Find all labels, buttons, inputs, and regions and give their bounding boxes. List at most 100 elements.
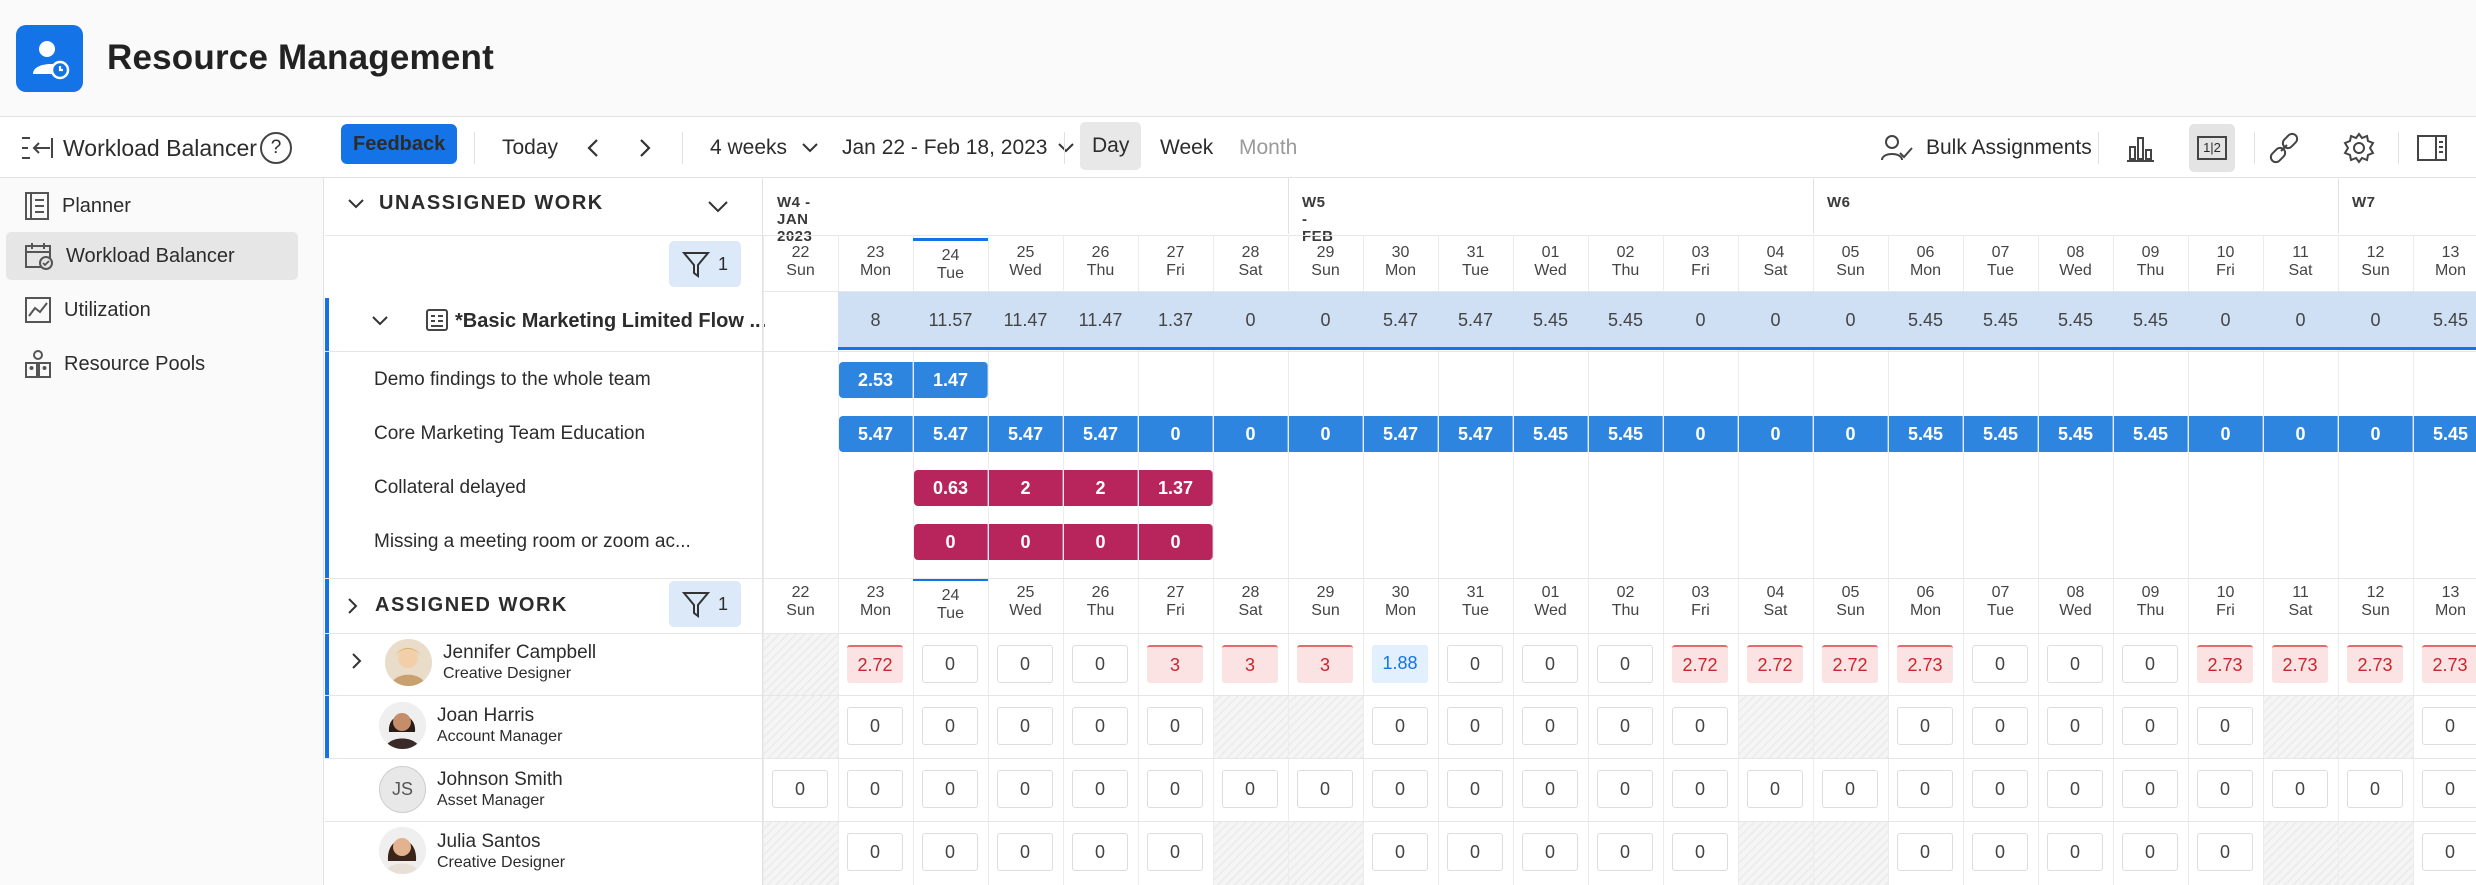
allocation-cell[interactable]: 0 <box>1372 770 1428 808</box>
allocation-cell[interactable]: 0 <box>2047 707 2103 745</box>
allocation-cell[interactable]: 0 <box>1447 770 1503 808</box>
allocation-cell[interactable]: 0 <box>1972 707 2028 745</box>
project-expand-toggle[interactable] <box>371 315 389 327</box>
task-bar-cell[interactable]: 5.45 <box>2114 416 2188 452</box>
person-name[interactable]: Johnson Smith <box>437 769 563 790</box>
task-name[interactable]: Demo findings to the whole team <box>374 369 651 390</box>
settings-button[interactable] <box>2342 118 2376 178</box>
allocation-cell[interactable]: 0 <box>1222 770 1278 808</box>
duration-dropdown[interactable]: 4 weeks <box>710 118 819 178</box>
task-bar-cell[interactable]: 0 <box>1214 416 1288 452</box>
allocation-cell[interactable]: 2.72 <box>1822 645 1878 683</box>
allocation-cell[interactable]: 0 <box>2422 833 2476 871</box>
allocation-cell[interactable]: 0 <box>1447 833 1503 871</box>
task-bar-cell[interactable]: 5.45 <box>2039 416 2113 452</box>
allocation-cell[interactable]: 0 <box>1897 707 1953 745</box>
task-bar-cell[interactable]: 0 <box>1664 416 1738 452</box>
task-bar-cell[interactable]: 5.47 <box>839 416 913 452</box>
task-bar-cell[interactable]: 0 <box>2339 416 2413 452</box>
next-button[interactable] <box>634 118 654 178</box>
previous-button[interactable] <box>584 118 604 178</box>
task-bar-cell[interactable]: 0.63 <box>914 470 988 506</box>
allocation-cell[interactable]: 0 <box>2197 770 2253 808</box>
allocation-cell[interactable]: 0 <box>1297 770 1353 808</box>
allocation-cell[interactable]: 0 <box>1747 770 1803 808</box>
task-bar-cell[interactable]: 0 <box>1814 416 1888 452</box>
unassigned-filter-button[interactable]: 1 <box>669 241 741 287</box>
task-bar-cell[interactable]: 5.45 <box>1589 416 1663 452</box>
allocation-cell[interactable]: 0 <box>922 833 978 871</box>
allocation-cell[interactable]: 0 <box>2122 645 2178 683</box>
person-name[interactable]: Julia Santos <box>437 831 541 852</box>
expand-person-button[interactable] <box>351 652 363 670</box>
task-bar-cell[interactable]: 5.45 <box>1889 416 1963 452</box>
link-button[interactable] <box>2268 118 2300 178</box>
project-name[interactable]: *Basic Marketing Limited Flow ... <box>455 310 767 332</box>
task-bar-cell[interactable]: 0 <box>1064 524 1138 560</box>
task-bar-cell[interactable]: 5.45 <box>1964 416 2038 452</box>
allocation-cell[interactable]: 0 <box>922 707 978 745</box>
week-view-button[interactable]: Week <box>1160 136 1214 159</box>
number-toggle-button[interactable]: 1|2 <box>2189 124 2235 172</box>
allocation-cell[interactable]: 0 <box>1972 833 2028 871</box>
allocation-cell[interactable]: 2.73 <box>2422 645 2476 683</box>
task-bar-cell[interactable]: 5.47 <box>914 416 988 452</box>
task-bar-cell[interactable]: 0 <box>989 524 1063 560</box>
allocation-cell[interactable]: 0 <box>2047 833 2103 871</box>
task-bar-cell[interactable]: 5.47 <box>1064 416 1138 452</box>
allocation-cell[interactable]: 0 <box>2347 770 2403 808</box>
task-bar-cell[interactable]: 0 <box>1289 416 1363 452</box>
task-bar-cell[interactable]: 2 <box>989 470 1063 506</box>
task-name[interactable]: Core Marketing Team Education <box>374 423 646 444</box>
task-bar-cell[interactable]: 5.45 <box>1514 416 1588 452</box>
allocation-cell[interactable]: 0 <box>1522 707 1578 745</box>
panel-toggle-button[interactable] <box>2416 118 2448 178</box>
allocation-cell[interactable]: 0 <box>1597 707 1653 745</box>
task-bar-cell[interactable]: 5.47 <box>1364 416 1438 452</box>
today-button[interactable]: Today <box>502 136 559 159</box>
allocation-cell[interactable]: 0 <box>1672 770 1728 808</box>
assigned-work-toggle[interactable]: ASSIGNED WORK <box>347 594 568 617</box>
task-bar-cell[interactable]: 2 <box>1064 470 1138 506</box>
allocation-cell[interactable]: 0 <box>2422 707 2476 745</box>
allocation-cell[interactable]: 0 <box>1072 645 1128 683</box>
task-bar-cell[interactable]: 0 <box>1739 416 1813 452</box>
task-bar-cell[interactable]: 1.47 <box>914 362 988 398</box>
allocation-cell[interactable]: 3 <box>1147 645 1203 683</box>
allocation-cell[interactable]: 0 <box>922 770 978 808</box>
task-bar-cell[interactable]: 0 <box>1139 524 1213 560</box>
task-name[interactable]: Missing a meeting room or zoom ac... <box>374 531 691 552</box>
allocation-cell[interactable]: 0 <box>772 770 828 808</box>
allocation-cell[interactable]: 0 <box>1597 645 1653 683</box>
task-bar-cell[interactable]: 0 <box>2264 416 2338 452</box>
allocation-cell[interactable]: 0 <box>1522 770 1578 808</box>
allocation-cell[interactable]: 2.73 <box>2197 645 2253 683</box>
unassigned-work-toggle[interactable]: UNASSIGNED WORK <box>347 192 604 215</box>
allocation-cell[interactable]: 0 <box>1072 833 1128 871</box>
allocation-cell[interactable]: 0 <box>997 707 1053 745</box>
person-name[interactable]: Jennifer Campbell <box>443 642 597 663</box>
allocation-cell[interactable]: 0 <box>1972 770 2028 808</box>
allocation-cell[interactable]: 0 <box>847 707 903 745</box>
collapse-sidebar-icon[interactable] <box>20 118 54 178</box>
allocation-cell[interactable]: 0 <box>922 645 978 683</box>
allocation-cell[interactable]: 0 <box>2272 770 2328 808</box>
allocation-cell[interactable]: 2.73 <box>1897 645 1953 683</box>
allocation-cell[interactable]: 0 <box>2197 833 2253 871</box>
allocation-cell[interactable]: 0 <box>1072 707 1128 745</box>
help-button[interactable]: ? <box>260 118 292 178</box>
allocation-cell[interactable]: 0 <box>1597 770 1653 808</box>
allocation-cell[interactable]: 0 <box>2422 770 2476 808</box>
allocation-cell[interactable]: 0 <box>2197 707 2253 745</box>
task-bar-cell[interactable]: 5.45 <box>2414 416 2476 452</box>
task-name[interactable]: Collateral delayed <box>374 477 527 498</box>
allocation-cell[interactable]: 0 <box>1147 707 1203 745</box>
allocation-cell[interactable]: 0 <box>1072 770 1128 808</box>
allocation-cell[interactable]: 2.73 <box>2272 645 2328 683</box>
task-bar-cell[interactable]: 2.53 <box>839 362 913 398</box>
chart-view-button[interactable] <box>2124 118 2156 178</box>
allocation-cell[interactable]: 0 <box>1372 833 1428 871</box>
allocation-cell[interactable]: 0 <box>847 770 903 808</box>
allocation-cell[interactable]: 0 <box>997 645 1053 683</box>
task-bar-cell[interactable]: 1.37 <box>1139 470 1213 506</box>
